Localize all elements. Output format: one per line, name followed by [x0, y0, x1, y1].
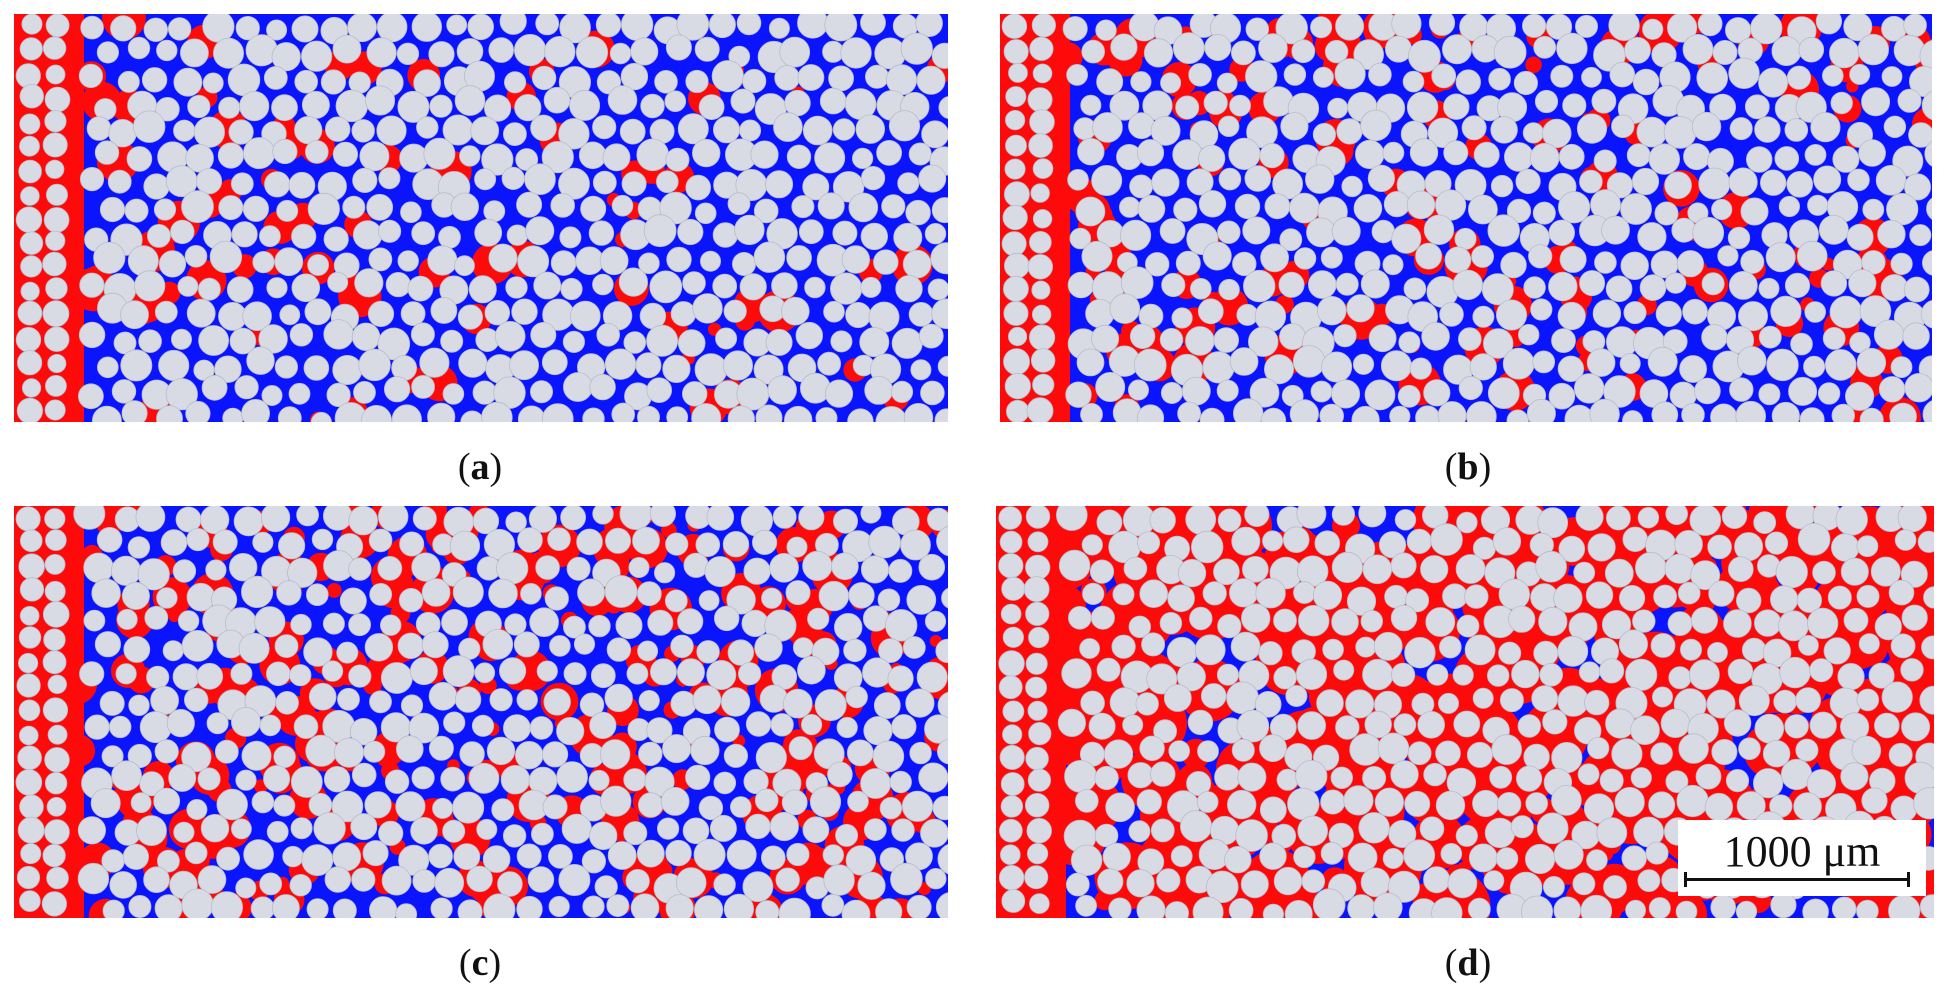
caption-c: (c) [458, 942, 502, 984]
micrograph-a [14, 14, 948, 422]
scale-bar-tick-right [1907, 872, 1910, 887]
micrograph-c [14, 506, 948, 918]
scale-bar-label: 1000 μm [1723, 827, 1881, 876]
micrograph-d [996, 506, 1934, 918]
micrograph-b [1000, 14, 1932, 422]
caption-d: (d) [1444, 942, 1492, 984]
caption-a: (a) [457, 446, 503, 488]
panel-a [14, 14, 948, 422]
panel-b [1000, 14, 1932, 422]
panel-d [996, 506, 1934, 918]
scale-bar-tick-left [1684, 872, 1687, 887]
panel-c [14, 506, 948, 918]
scale-bar-line [1684, 878, 1910, 881]
scale-bar: 1000 μm [1678, 820, 1926, 896]
caption-b: (b) [1444, 446, 1492, 488]
